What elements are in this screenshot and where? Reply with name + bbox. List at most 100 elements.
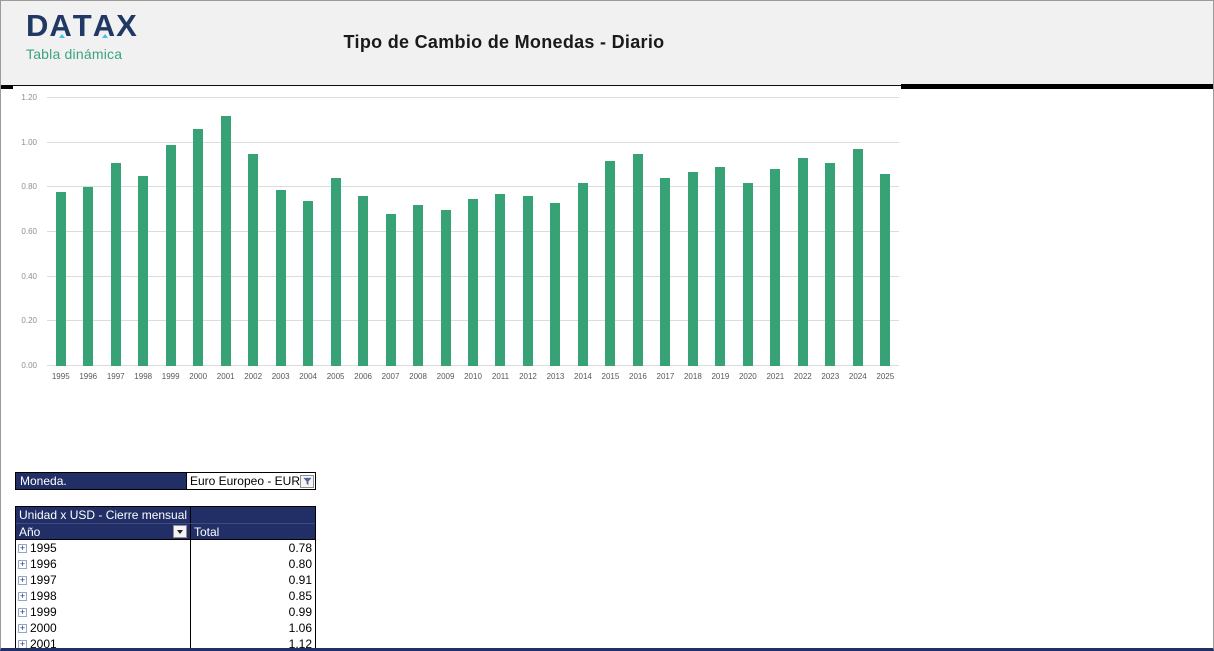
table-row: +1995 0.78: [16, 540, 315, 556]
bar-2023[interactable]: [825, 162, 836, 366]
bar-1997[interactable]: [110, 162, 121, 366]
x-tick-label: 2024: [848, 372, 867, 381]
logo-subtitle: Tabla dinámica: [26, 46, 123, 62]
bar-column: [404, 98, 431, 366]
chart-plot[interactable]: [47, 97, 899, 366]
x-tick-label: 2014: [574, 372, 592, 381]
bar-column: [872, 98, 899, 366]
bar-1996[interactable]: [83, 187, 94, 366]
bar-1995[interactable]: [55, 191, 66, 366]
bar-column: [459, 98, 486, 366]
bar-2001[interactable]: [220, 115, 231, 366]
bar-1998[interactable]: [138, 176, 149, 366]
row-header-label: Año: [19, 524, 41, 539]
year-label: 2001: [30, 637, 57, 651]
year-cell[interactable]: +1997: [16, 572, 191, 588]
currency-filter: Moneda. Euro Europeo - EUR: [15, 472, 316, 490]
expand-button[interactable]: +: [18, 574, 27, 585]
page-break-notch: [1, 85, 13, 89]
pivot-header-row: Año Total: [16, 523, 315, 540]
bar-2007[interactable]: [385, 214, 396, 366]
table-row: +1999 0.99: [16, 604, 315, 620]
expand-button[interactable]: +: [18, 542, 27, 553]
total-cell[interactable]: 0.85: [288, 589, 312, 603]
chart-y-axis: 0.00 0.20 0.40 0.60 0.80 1.00 1.20: [15, 94, 41, 370]
funnel-icon: [302, 477, 312, 485]
chevron-down-icon: [177, 529, 183, 534]
bar-2004[interactable]: [303, 200, 314, 366]
total-cell[interactable]: 0.91: [288, 573, 312, 587]
bar-column: [652, 98, 679, 366]
x-tick-label: 2004: [299, 372, 317, 381]
value-header-cell: Total: [194, 524, 220, 539]
expand-button[interactable]: +: [18, 558, 27, 569]
x-tick-label: 2012: [519, 372, 537, 381]
bar-2011[interactable]: [495, 194, 506, 366]
bar-column: [707, 98, 734, 366]
bar-2010[interactable]: [468, 198, 478, 366]
x-tick-label: 2015: [601, 372, 620, 381]
filter-value-cell[interactable]: Euro Europeo - EUR: [185, 473, 315, 489]
bar-2014[interactable]: [577, 182, 588, 366]
gridline: [47, 97, 899, 98]
bar-2006[interactable]: [358, 196, 369, 366]
year-cell[interactable]: +2000: [16, 620, 191, 636]
filter-dropdown-button[interactable]: [300, 474, 314, 488]
bar-2005[interactable]: [330, 178, 341, 366]
bar-2016[interactable]: [632, 153, 643, 366]
bar-2021[interactable]: [770, 169, 781, 366]
total-cell[interactable]: 1.06: [288, 621, 312, 635]
year-cell[interactable]: +1995: [16, 540, 191, 556]
bar-2025[interactable]: [880, 173, 891, 366]
bar-2024[interactable]: [852, 149, 863, 366]
x-tick-label: 2022: [793, 372, 812, 381]
year-label: 1996: [30, 557, 57, 571]
y-tick-label: 1.00: [21, 137, 37, 147]
expand-button[interactable]: +: [18, 590, 27, 601]
total-cell[interactable]: 0.80: [288, 557, 312, 571]
bar-column: [129, 98, 156, 366]
bar-2008[interactable]: [413, 205, 424, 366]
x-tick-label: 2016: [629, 372, 647, 381]
bar-2022[interactable]: [797, 158, 808, 366]
year-cell[interactable]: +1996: [16, 556, 191, 572]
bar-2018[interactable]: [687, 171, 698, 366]
table-row: +1996 0.80: [16, 556, 315, 572]
bar-2012[interactable]: [522, 196, 533, 366]
bar-2000[interactable]: [193, 129, 204, 366]
row-header-cell: Año: [16, 524, 191, 539]
bar-column: [212, 98, 239, 366]
expand-button[interactable]: +: [18, 638, 27, 649]
bar-2003[interactable]: [275, 189, 286, 366]
bar-2013[interactable]: [550, 202, 561, 366]
total-cell[interactable]: 1.12: [288, 637, 312, 651]
total-cell[interactable]: 0.99: [288, 605, 312, 619]
bar-2009[interactable]: [440, 209, 451, 366]
expand-button[interactable]: +: [18, 622, 27, 633]
x-tick-label: 1999: [161, 372, 180, 381]
x-tick-label: 2010: [464, 372, 482, 381]
total-cell[interactable]: 0.78: [288, 541, 312, 555]
bar-1999[interactable]: [165, 144, 176, 366]
year-cell[interactable]: +1998: [16, 588, 191, 604]
bar-2017[interactable]: [660, 178, 671, 366]
bar-column: [487, 98, 514, 366]
exchange-rate-bar-chart: 0.00 0.20 0.40 0.60 0.80 1.00 1.20 1995 1996 199…: [15, 91, 899, 391]
x-tick-label: 2008: [409, 372, 427, 381]
bar-2015[interactable]: [605, 160, 616, 366]
year-cell[interactable]: +2001: [16, 636, 191, 651]
year-cell[interactable]: +1999: [16, 604, 191, 620]
x-tick-label: 2019: [711, 372, 730, 381]
bar-column: [74, 98, 101, 366]
gridline: [47, 186, 899, 188]
bar-2002[interactable]: [248, 153, 259, 366]
bar-2019[interactable]: [715, 167, 726, 366]
year-dropdown-button[interactable]: [173, 525, 187, 538]
x-tick-label: 1996: [79, 372, 98, 381]
logo: DATAX Tabla dinámica: [26, 10, 138, 62]
y-tick-label: 0.60: [21, 227, 37, 236]
table-row: +2000 1.06: [16, 620, 315, 636]
year-label: 1995: [30, 541, 57, 555]
expand-button[interactable]: +: [18, 606, 27, 617]
bar-2020[interactable]: [742, 182, 753, 366]
